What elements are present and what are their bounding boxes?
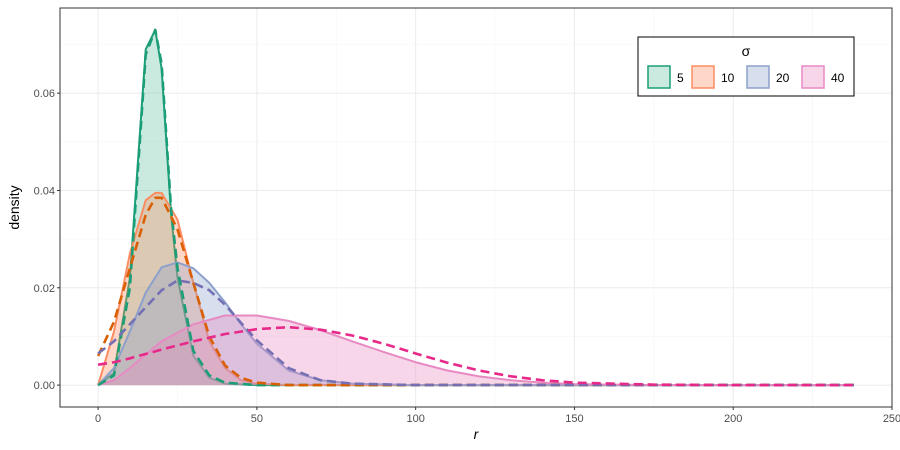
x-axis: 0 50 100 150 200 250 (95, 407, 900, 425)
density-area-sigma-10 (98, 192, 854, 386)
y-tick-label: 0.06 (34, 88, 55, 100)
fit-dashed-line-sigma-20 (97, 279, 854, 387)
x-tick-label: 150 (565, 413, 583, 425)
legend-key-sigma-20 (746, 65, 770, 89)
legend-items: 5 10 20 40 (647, 65, 845, 89)
legend-key-sigma-10 (691, 65, 715, 89)
legend-title: σ (742, 43, 751, 59)
fit-dashed-line-sigma-40 (97, 325, 854, 387)
density-area-sigma-5 (98, 29, 854, 386)
legend-label-sigma-10: 10 (721, 71, 735, 85)
density-area-sigma-20 (98, 262, 854, 386)
legend-key-sigma-40 (801, 65, 825, 89)
series-layer (96, 28, 854, 387)
x-tick-label: 0 (95, 413, 101, 425)
y-axis-title: density (6, 185, 22, 229)
x-tick-label: 50 (251, 413, 263, 425)
legend-label-sigma-20: 20 (776, 71, 790, 85)
y-tick-label: 0.04 (34, 185, 55, 197)
x-tick-label: 200 (724, 413, 742, 425)
legend-label-sigma-5: 5 (677, 71, 684, 85)
y-axis: 0.00 0.02 0.04 0.06 (34, 88, 60, 392)
x-tick-label: 250 (883, 413, 900, 425)
panel-border (59, 7, 893, 408)
y-tick-label: 0.02 (34, 283, 55, 295)
density-area-sigma-40 (98, 315, 854, 386)
x-tick-label: 100 (406, 413, 424, 425)
x-axis-title: r (474, 426, 480, 442)
legend-key-sigma-5 (647, 65, 671, 89)
legend-label-sigma-40: 40 (831, 71, 845, 85)
legend: σ 5 10 20 40 (637, 36, 855, 97)
y-tick-label: 0.00 (34, 380, 55, 392)
